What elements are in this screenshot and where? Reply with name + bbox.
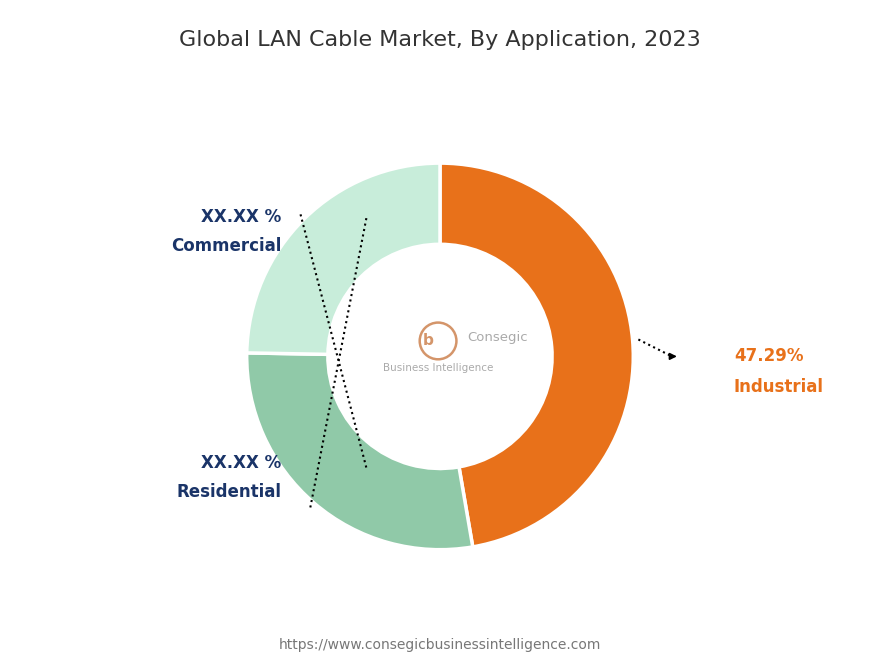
Text: XX.XX %: XX.XX % [202,453,282,472]
Text: b: b [423,333,434,348]
Wedge shape [246,163,440,354]
Wedge shape [246,353,473,550]
Circle shape [328,244,552,469]
Wedge shape [440,163,634,547]
Text: 47.29%: 47.29% [734,347,803,366]
Text: XX.XX %: XX.XX % [202,209,282,226]
Text: Industrial: Industrial [734,378,824,396]
Text: Residential: Residential [177,482,282,501]
Text: Business Intelligence: Business Intelligence [383,363,494,373]
Text: https://www.consegicbusinessintelligence.com: https://www.consegicbusinessintelligence… [279,638,601,652]
Text: Consegic: Consegic [467,331,528,344]
Text: Commercial: Commercial [171,237,282,255]
Text: Global LAN Cable Market, By Application, 2023: Global LAN Cable Market, By Application,… [180,30,700,50]
